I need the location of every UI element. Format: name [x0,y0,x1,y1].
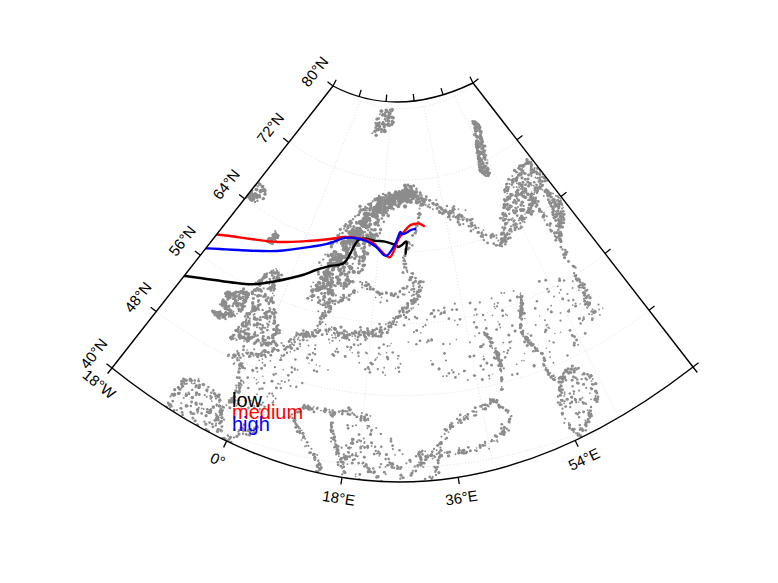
svg-text:72°N: 72°N [253,109,287,146]
svg-text:48°N: 48°N [121,279,155,316]
svg-text:36°E: 36°E [444,487,479,509]
svg-text:40°N: 40°N [76,335,110,372]
svg-text:80°N: 80°N [297,53,331,90]
svg-text:18°W: 18°W [80,366,120,403]
svg-text:64°N: 64°N [209,166,243,203]
svg-text:0°: 0° [208,449,228,471]
svg-text:18°E: 18°E [321,487,356,509]
svg-text:54°E: 54°E [566,444,603,473]
svg-text:56°N: 56°N [165,222,199,259]
svg-text:high: high [232,413,270,435]
